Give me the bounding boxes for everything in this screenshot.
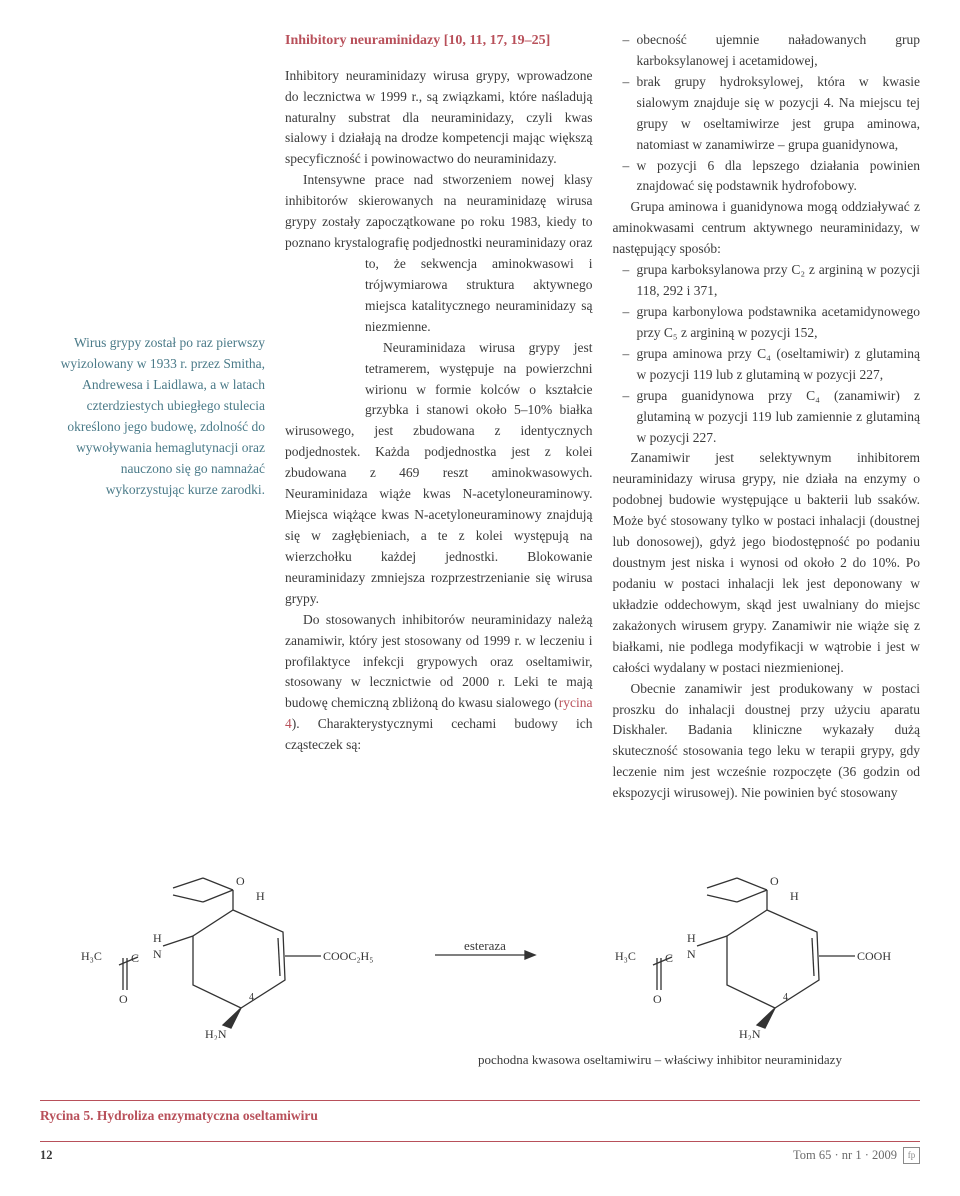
column-1: Inhibitory neuraminidazy [10, 11, 17, 19… bbox=[285, 30, 593, 804]
paragraph: Grupa aminowa i guanidynowa mogą oddział… bbox=[613, 197, 921, 260]
list-item: grupa karboksylanowa przy C₂ z argininą … bbox=[623, 260, 921, 302]
svg-text:H₂N: H₂N bbox=[205, 1027, 227, 1040]
paragraph: Intensywne prace nad stworzeniem nowej k… bbox=[285, 170, 593, 337]
svg-text:COOH: COOH bbox=[857, 949, 891, 963]
bullet-list: grupa karboksylanowa przy C₂ z argininą … bbox=[623, 260, 921, 448]
svg-text:O: O bbox=[119, 992, 128, 1006]
svg-text:C: C bbox=[665, 951, 673, 965]
paragraph: Obecnie zanamiwir jest produkowany w pos… bbox=[613, 679, 921, 805]
paragraph: Zanamiwir jest selektywnym inhibitorem n… bbox=[613, 448, 921, 678]
list-item: grupa karbonylowa podstawnika acetamidyn… bbox=[623, 302, 921, 344]
paragraph: Inhibitory neuraminidazy wirusa grypy, w… bbox=[285, 66, 593, 171]
list-item: grupa aminowa przy C₄ (oseltamiwir) z gl… bbox=[623, 344, 921, 386]
page-number: 12 bbox=[40, 1146, 53, 1165]
list-item: brak grupy hydroksylowej, która w kwasie… bbox=[623, 72, 921, 156]
svg-text:H: H bbox=[256, 889, 265, 903]
reaction-arrow: esteraza bbox=[430, 935, 540, 956]
svg-text:O: O bbox=[653, 992, 662, 1006]
svg-text:O: O bbox=[770, 874, 779, 888]
svg-text:N: N bbox=[153, 947, 162, 961]
list-item: obecność ujemnie naładowanych grup karbo… bbox=[623, 30, 921, 72]
svg-text:4: 4 bbox=[783, 992, 788, 1003]
bullet-list: obecność ujemnie naładowanych grup karbo… bbox=[623, 30, 921, 197]
svg-text:H: H bbox=[687, 931, 696, 945]
svg-text:H₃C: H₃C bbox=[615, 949, 636, 963]
svg-text:N: N bbox=[687, 947, 696, 961]
svg-text:COOC₂H₅: COOC₂H₅ bbox=[323, 949, 373, 963]
svg-text:H₃C: H₃C bbox=[81, 949, 102, 963]
chemical-structure-left: O H H N H₃C C O COOC₂H₅ H₂N 4 bbox=[53, 850, 383, 1040]
publisher-icon: fp bbox=[903, 1147, 920, 1164]
section-heading: Inhibitory neuraminidazy [10, 11, 17, 19… bbox=[285, 30, 593, 52]
chemical-structure-right: O H H N H₃C C O COOH H₂N 4 bbox=[587, 850, 907, 1040]
list-item: w pozycji 6 dla lepszego działania powin… bbox=[623, 156, 921, 198]
paragraph: Do stosowanych inhibitorów neuraminidazy… bbox=[285, 610, 593, 756]
sidebar-note: Wirus grypy został po raz pierwszy wyizo… bbox=[40, 333, 265, 500]
svg-text:H₂N: H₂N bbox=[739, 1027, 761, 1040]
list-item: grupa guanidynowa przy C₄ (zanamiwir) z … bbox=[623, 386, 921, 449]
svg-text:H: H bbox=[153, 931, 162, 945]
product-caption: pochodna kwasowa oseltamiwiru – właściwy… bbox=[40, 1050, 920, 1070]
issue-info: Tom 65 · nr 1 · 2009 bbox=[793, 1146, 897, 1165]
figure-5: O H H N H₃C C O COOC₂H₅ H₂N 4 esteraza bbox=[40, 850, 920, 1070]
column-2: obecność ujemnie naładowanych grup karbo… bbox=[613, 30, 921, 804]
svg-text:C: C bbox=[131, 951, 139, 965]
svg-text:4: 4 bbox=[249, 992, 254, 1003]
svg-text:H: H bbox=[790, 889, 799, 903]
figure-caption: Rycina 5. Hydroliza enzymatyczna oseltam… bbox=[40, 1106, 920, 1127]
horizontal-rule bbox=[40, 1100, 920, 1101]
page-footer: 12 Tom 65 · nr 1 · 2009 fp bbox=[0, 1142, 960, 1183]
svg-text:O: O bbox=[236, 874, 245, 888]
